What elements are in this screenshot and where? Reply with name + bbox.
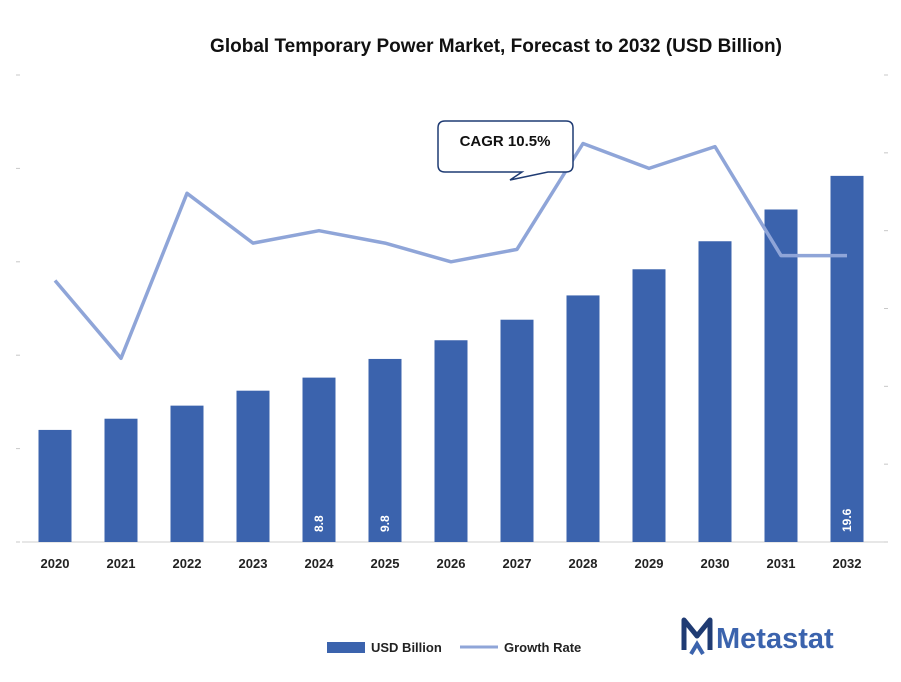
bar-2032 xyxy=(830,175,864,542)
legend-swatch-usd-billion xyxy=(327,642,365,653)
x-tick-label-2022: 2022 xyxy=(173,556,202,571)
legend-label-growth-rate: Growth Rate xyxy=(504,640,581,655)
bar-2029 xyxy=(632,269,666,542)
x-tick-label-2028: 2028 xyxy=(569,556,598,571)
line-series xyxy=(53,141,847,361)
bar-series xyxy=(38,175,864,542)
growth-rate-line xyxy=(53,141,847,361)
x-tick-label-2023: 2023 xyxy=(239,556,268,571)
x-tick-label-2020: 2020 xyxy=(41,556,70,571)
bar-2031 xyxy=(764,209,798,542)
cagr-callout-text: CAGR 10.5% xyxy=(460,133,551,150)
x-tick-label-2029: 2029 xyxy=(635,556,664,571)
cagr-callout: CAGR 10.5% xyxy=(437,120,574,181)
bar-2030 xyxy=(698,241,732,542)
x-tick-label-2030: 2030 xyxy=(701,556,730,571)
legend: USD Billion Growth Rate xyxy=(327,640,581,655)
x-tick-label-2032: 2032 xyxy=(833,556,862,571)
bar-2028 xyxy=(566,295,600,542)
x-tick-label-2026: 2026 xyxy=(437,556,466,571)
bar-2025 xyxy=(368,358,402,542)
data-labels: 8.8 9.8 19.6 xyxy=(312,508,854,532)
x-tick-label-2024: 2024 xyxy=(305,556,335,571)
bar-2020 xyxy=(38,429,72,542)
bar-2026 xyxy=(434,340,468,542)
bar-2023 xyxy=(236,390,270,542)
bar-2021 xyxy=(104,418,138,542)
data-label-2025: 9.8 xyxy=(378,515,392,532)
x-tick-label-2031: 2031 xyxy=(767,556,796,571)
bar-2022 xyxy=(170,405,204,542)
data-label-2024: 8.8 xyxy=(312,515,326,532)
data-label-2032: 19.6 xyxy=(840,508,854,532)
metastat-logo: Metastat xyxy=(681,617,834,656)
x-tick-label-2027: 2027 xyxy=(503,556,532,571)
bar-2024 xyxy=(302,377,336,542)
x-axis-tick-labels: 2020 2021 2022 2023 2024 2025 2026 2027 2028 2029… xyxy=(41,556,862,571)
brand-name: Metastat xyxy=(716,623,834,655)
bar-2027 xyxy=(500,319,534,542)
x-tick-label-2025: 2025 xyxy=(371,556,400,571)
metastat-logo-mark xyxy=(689,640,705,656)
chart-title: Global Temporary Power Market, Forecast … xyxy=(210,36,782,57)
legend-label-usd-billion: USD Billion xyxy=(371,640,442,655)
cagr-callout-box xyxy=(437,120,574,181)
metastat-logo-icon xyxy=(681,617,713,650)
x-tick-label-2021: 2021 xyxy=(107,556,136,571)
